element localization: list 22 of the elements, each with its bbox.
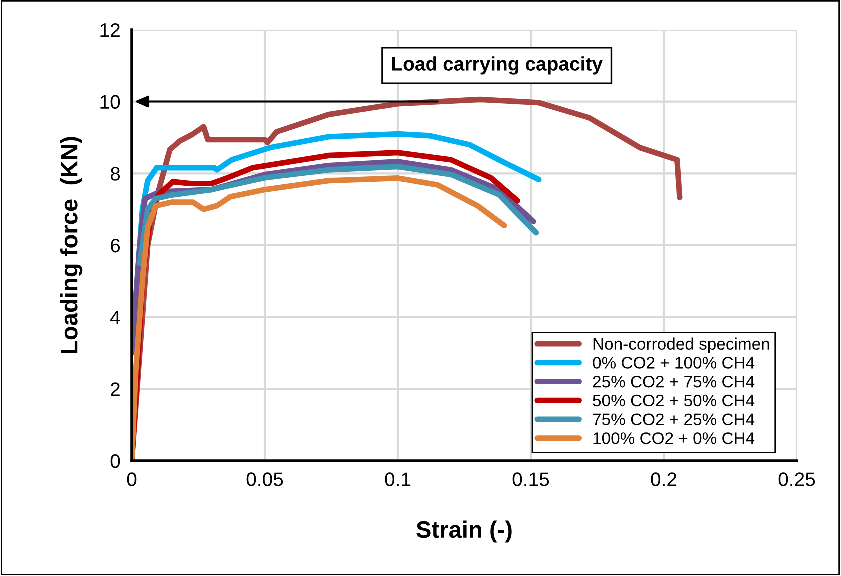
- x-tick-label: 0.2: [651, 472, 677, 486]
- y-tick-label: 8: [110, 167, 120, 181]
- annotation: Load carrying capacity: [392, 56, 603, 75]
- legend-label: 25% CO2 + 75% CH4: [593, 376, 755, 388]
- x-tick-label: 0.15: [512, 472, 550, 486]
- legend-label: 0% CO2 + 100% CH4: [593, 357, 755, 369]
- y-tick-label: 0: [110, 454, 120, 468]
- legend-label: 50% CO2 + 50% CH4: [593, 394, 755, 407]
- y-tick-label: 6: [111, 238, 120, 253]
- y-tick-label: 2: [111, 382, 120, 396]
- x-tick-label: 0.25: [778, 472, 816, 486]
- legend-label: 100% CO2 + 0% CH4: [594, 432, 755, 444]
- legend-label: Non-corroded specimen: [594, 338, 770, 354]
- y-tick-label: 12: [100, 23, 120, 38]
- x-tick-label: 0: [127, 472, 137, 486]
- legend-label: 75% CO2 + 25% CH4: [593, 414, 755, 426]
- y-axis-title: Loading force (KN): [60, 137, 83, 354]
- x-axis-title: Strain (-): [416, 520, 512, 543]
- y-tick-label: 4: [110, 311, 120, 324]
- x-tick-label: 0.1: [385, 472, 411, 486]
- y-tick-label: 10: [100, 95, 120, 110]
- x-tick-label: 0.05: [246, 472, 284, 486]
